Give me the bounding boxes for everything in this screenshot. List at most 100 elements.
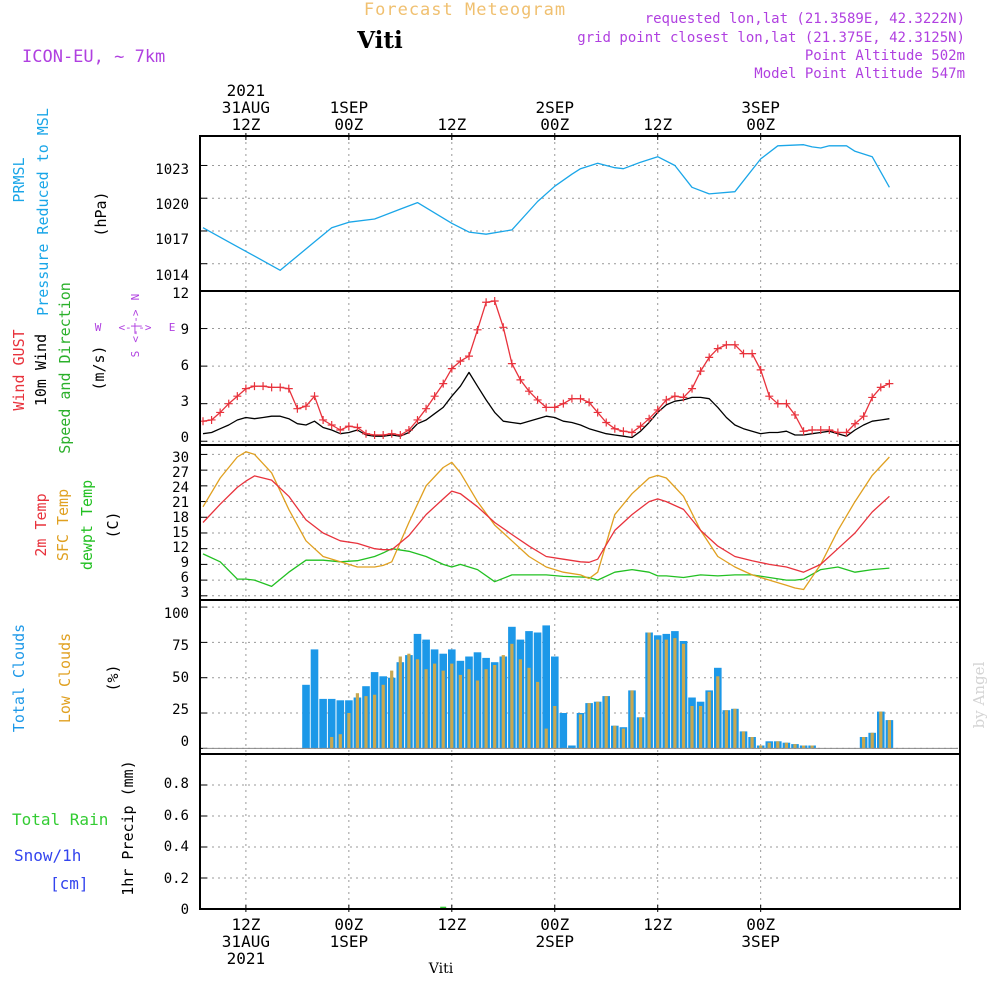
pressure-tick: 1017	[155, 232, 189, 248]
low-cloud-bar	[664, 639, 668, 749]
bottom-time-label: 12Z	[437, 915, 466, 934]
wind-gust-marker	[782, 399, 791, 408]
low-cloud-bar	[424, 669, 428, 749]
wind-gust-marker	[319, 415, 328, 424]
total-cloud-bar	[336, 700, 345, 749]
wind-gust-marker	[559, 399, 568, 408]
temp-tick: 24	[172, 480, 189, 496]
cloud-panel-labels: Total Clouds Low Clouds (%)	[10, 624, 122, 732]
low-cloud-bar	[681, 643, 686, 749]
wind-gust-marker	[284, 384, 293, 393]
compass-horizontal-arrows-icon: <-|->	[118, 321, 151, 334]
low-cloud-bar	[347, 713, 351, 749]
low-cloud-bar	[887, 720, 891, 749]
total-cloud-bar	[568, 745, 576, 749]
compass-rose-icon: W E N S <-|-> <-|->	[95, 294, 176, 358]
wind-gust-marker	[756, 365, 765, 374]
bottom-time-label: 12Z	[231, 915, 260, 934]
precip-panel-labels: Total Rain Snow/1h [cm] 1hr Precip (mm)	[12, 760, 137, 895]
precip-y-ticks: 0 0.2 0.4 0.6 0.8	[164, 776, 189, 918]
low-cloud-bar	[553, 706, 557, 749]
wind-gust-marker	[525, 387, 534, 396]
top-time-label: 31AUG	[222, 98, 270, 117]
wind-gust-marker	[585, 398, 594, 407]
wind-tick: 6	[181, 358, 189, 374]
bottom-time-label: 2021	[227, 949, 266, 968]
pressure-y-ticks: 1014 1017 1020 1023	[155, 162, 189, 284]
low-cloud-bar	[381, 684, 385, 749]
wind-gust-marker	[645, 414, 654, 423]
precip-tick: 0.4	[164, 839, 189, 855]
wind-gust-marker	[679, 393, 688, 402]
wind-gust-marker	[765, 392, 774, 401]
total-cloud-bar	[319, 698, 327, 749]
compass-s: S	[129, 351, 142, 358]
wind-gust-marker	[464, 352, 473, 361]
low-cloud-bar	[578, 714, 583, 749]
low-cloud-bar	[501, 655, 505, 749]
wind-gust-marker	[730, 340, 739, 349]
total-cloud-bar	[327, 698, 336, 749]
total-cloud-bar	[310, 649, 319, 749]
wind-gust-marker	[885, 379, 894, 388]
temp-label-sfc: SFC Temp	[54, 489, 72, 561]
wind-gust-marker	[327, 420, 336, 429]
low-cloud-bar	[510, 643, 514, 749]
wind-gust-marker	[842, 428, 851, 437]
low-cloud-bar	[493, 665, 497, 749]
low-cloud-bar	[793, 744, 797, 749]
total-cloud-bar	[559, 713, 568, 749]
pressure-label-prmsl: PRMSL	[10, 157, 28, 202]
wind-gust-marker	[216, 408, 225, 417]
low-cloud-bar	[673, 638, 677, 749]
low-cloud-bar	[467, 669, 471, 749]
low-cloud-bar	[621, 728, 625, 749]
wind-gust-marker	[387, 429, 396, 438]
compass-e: E	[169, 321, 176, 334]
cloud-label-total: Total Clouds	[10, 624, 28, 732]
wind-gust-marker	[344, 422, 353, 431]
model-altitude: Model Point Altitude 547m	[754, 66, 965, 82]
precip-tick: 0.6	[164, 808, 189, 824]
low-cloud-bar	[484, 669, 488, 749]
low-cloud-bar	[733, 708, 737, 749]
wind-gust-marker	[362, 429, 371, 438]
bottom-time-label: 00Z	[746, 915, 775, 934]
low-cloud-bar	[639, 717, 643, 749]
wind-gust-marker	[876, 383, 885, 392]
total-cloud-bar	[551, 656, 559, 749]
cloud-tick: 0	[181, 734, 189, 750]
low-cloud-bar	[536, 681, 540, 749]
model-label: ICON-EU, ~ 7km	[22, 47, 165, 67]
cloud-tick: 75	[172, 638, 189, 654]
pressure-panel-frame	[199, 135, 961, 292]
low-cloud-bar	[458, 674, 462, 749]
surface-temp-line	[202, 451, 890, 591]
wind-gust-marker	[430, 392, 439, 401]
temp-unit: (C)	[104, 511, 122, 538]
wind-gust-marker	[379, 430, 388, 439]
top-time-label: 12Z	[437, 115, 466, 134]
wind-gust-marker	[413, 415, 422, 424]
temp-label-dewpt: dewpt Temp	[78, 480, 96, 570]
watermark: by Angel	[970, 661, 988, 728]
low-cloud-bar	[330, 737, 334, 749]
wind-gust-marker	[396, 430, 405, 439]
low-cloud-bar	[784, 742, 788, 749]
wind-gust-marker	[790, 410, 799, 419]
low-cloud-bar	[707, 691, 711, 749]
wind-gust-marker	[722, 340, 731, 349]
wind-gust-marker	[705, 353, 714, 362]
wind-gust-marker	[370, 430, 379, 439]
wind-speed-line	[202, 371, 890, 439]
precip-unit: 1hr Precip (mm)	[119, 760, 137, 895]
low-cloud-bar	[407, 653, 411, 749]
low-cloud-bar	[373, 694, 377, 749]
top-time-label: 2021	[227, 81, 266, 100]
precip-tick: 0	[181, 902, 189, 918]
wind-gust-marker	[224, 399, 233, 408]
wind-gust-marker	[868, 393, 877, 402]
wind-gust-marker	[610, 424, 619, 433]
precip-label-snow: Snow/1h	[14, 846, 81, 865]
